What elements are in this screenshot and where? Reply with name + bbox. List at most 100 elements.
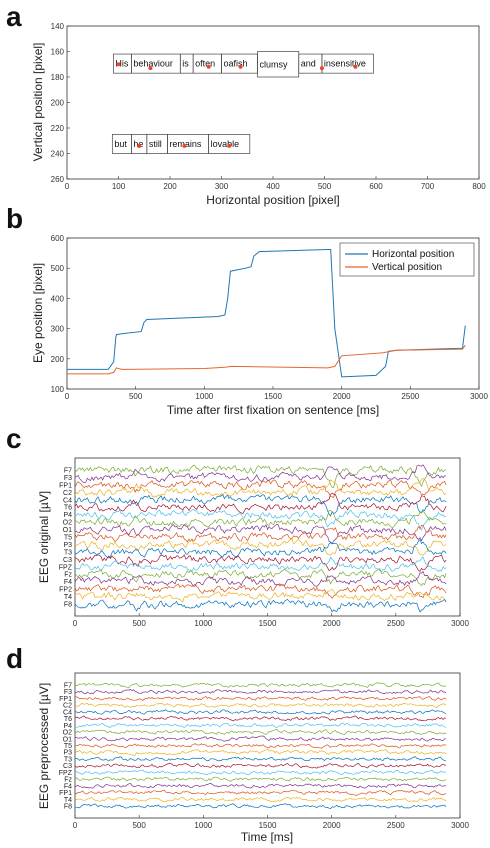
y-tick-label: 400 [51,294,65,303]
eeg-trace [74,509,447,528]
panel-d-ylabel: EEG preprocessed [µV] [37,683,51,809]
legend-box [339,242,475,277]
eeg-trace [74,743,447,749]
x-tick-label: 2500 [387,821,405,830]
eeg-trace [74,568,447,587]
channel-label: Fz [64,572,72,579]
channel-label: F8 [64,804,72,811]
eeg-trace [74,735,447,742]
eeg-trace [74,538,447,556]
eeg-trace [74,702,447,708]
x-tick-label: 2500 [401,392,419,401]
x-tick-label: 700 [421,182,435,191]
channel-label: O2 [63,520,72,527]
channel-label: F4 [64,783,72,790]
x-tick-label: 2500 [387,619,405,628]
fixation-point [206,64,211,69]
channel-label: FP2 [59,587,72,594]
y-tick-label: 180 [51,73,65,82]
channel-label: O2 [63,730,72,737]
fixation-point [182,143,187,148]
eeg-trace [74,722,447,729]
word-label: often [195,59,215,69]
word-box [208,134,251,154]
x-tick-label: 1500 [259,821,277,830]
channel-label: C4 [63,709,72,716]
panel-letter-d: d [6,643,23,674]
x-tick-label: 3000 [451,619,469,628]
x-tick-label: 3000 [451,821,469,830]
channel-label: FP1 [59,696,72,703]
channel-label: T3 [64,549,72,556]
panel-d-xlabel: Time [ms] [241,830,293,844]
channel-label: P4 [63,723,72,730]
eeg-trace [74,478,447,498]
x-tick-label: 1500 [259,619,277,628]
x-tick-label: 600 [369,182,383,191]
x-tick-label: 500 [129,392,143,401]
x-tick-label: 0 [65,182,70,191]
y-tick-label: 220 [51,124,65,133]
eeg-trace [74,688,447,695]
channel-label: T5 [64,535,72,542]
eeg-trace [74,682,447,689]
eeg-trace [74,803,447,810]
panel-letter-c: c [6,423,22,454]
eeg-trace [74,782,447,789]
word-label: lovable [211,139,240,149]
fixation-point [319,66,324,71]
eeg-trace [74,749,447,756]
channel-label: C3 [63,763,72,770]
eeg-trace [74,570,447,587]
fixation-point [137,143,142,148]
eeg-trace [75,524,447,545]
panel-b-ylabel: Eye position [pixel] [31,263,45,363]
eeg-trace [74,554,447,573]
channel-label: P3 [63,750,72,757]
channel-label: T5 [64,743,72,750]
fixation-point [238,64,243,69]
word-label: remains [169,139,202,149]
legend-label-horizontal: Horizontal position [372,249,454,260]
y-tick-label: 500 [51,264,65,273]
channel-label: C2 [63,703,72,710]
channel-label: F7 [64,683,72,690]
word-label: he [133,139,143,149]
word-label: but [114,139,127,149]
fixation-point [116,62,121,67]
channel-label: FP1 [59,482,72,489]
eeg-trace [74,776,447,782]
channel-label: P4 [63,512,72,519]
eeg-trace [74,556,447,573]
channel-label: C3 [63,557,72,564]
eeg-trace [74,695,447,701]
y-tick-label: 300 [51,325,65,334]
eeg-trace [74,492,447,514]
eeg-trace [74,464,447,488]
eeg-trace [74,762,447,769]
panel-a-ylabel: Vertical position [pixel] [31,43,45,162]
x-tick-label: 1000 [195,392,213,401]
word-box [321,53,374,74]
horizontal-position-line [67,249,466,378]
x-tick-label: 0 [73,619,78,628]
x-tick-label: 500 [132,821,146,830]
x-tick-label: 3000 [470,392,488,401]
channel-label: F3 [64,475,72,482]
eeg-trace [74,588,447,603]
y-tick-label: 600 [51,234,65,243]
fixation-point [227,143,232,148]
y-tick-label: 200 [51,355,65,364]
panel-letter-a: a [6,1,22,32]
channel-label: T3 [64,756,72,763]
channel-label: F3 [64,689,72,696]
fixation-point [148,66,153,71]
x-tick-label: 1000 [194,619,212,628]
eeg-trace [74,769,447,776]
channel-label: O1 [63,736,72,743]
x-tick-label: 2000 [323,619,341,628]
channel-label: Fz [64,777,72,784]
panel-b-legend: Horizontal position Vertical position [339,242,475,277]
y-tick-label: 140 [51,22,65,31]
eeg-trace [74,494,447,517]
